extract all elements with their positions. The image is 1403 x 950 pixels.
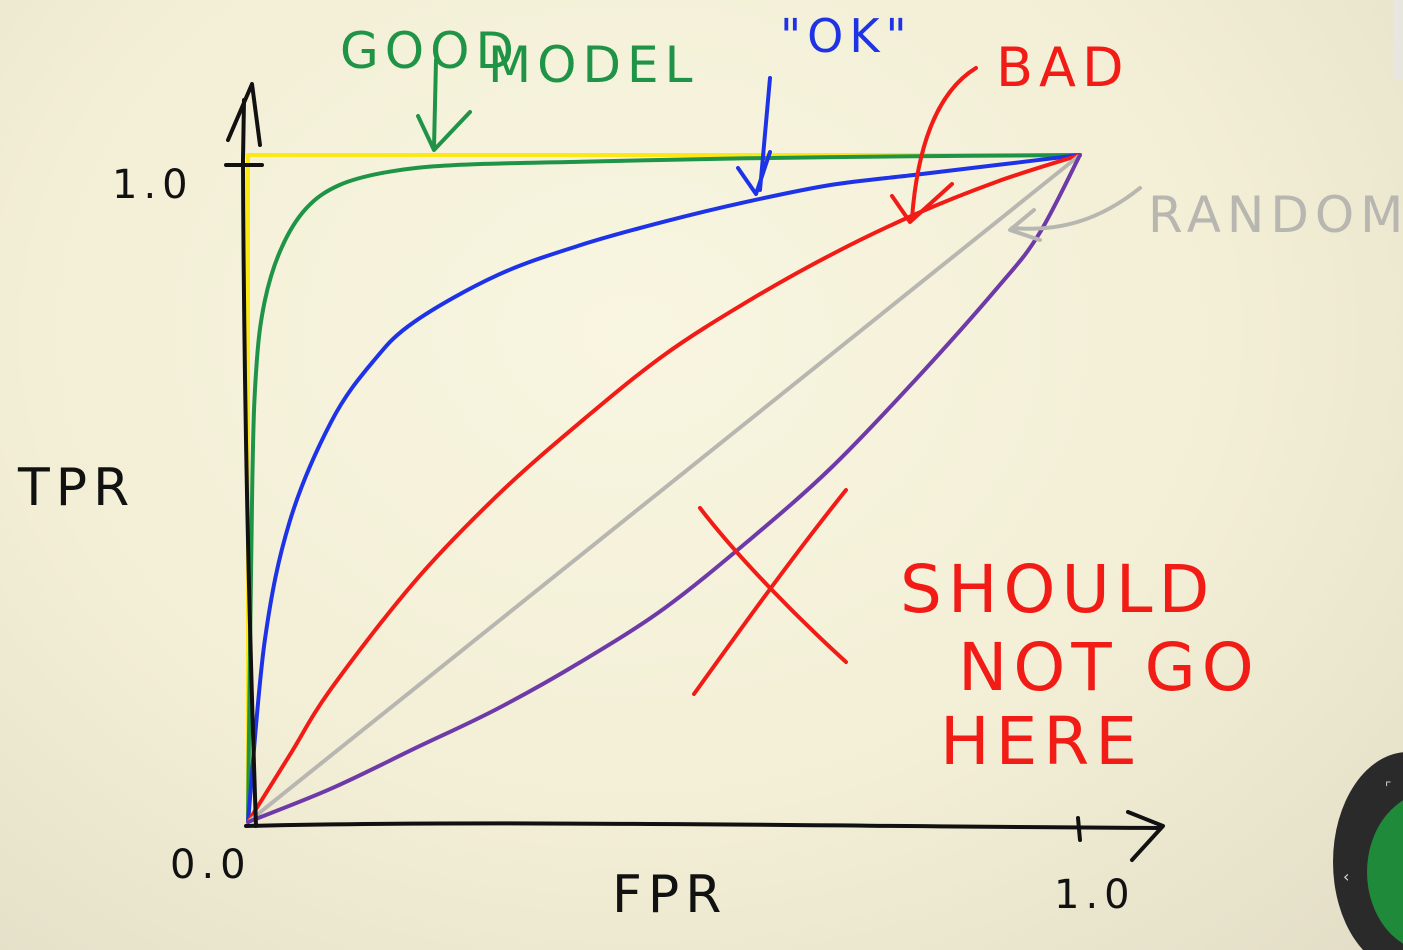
ok-label: "OK" [780, 9, 913, 63]
y-axis-label: TPR [17, 458, 135, 518]
corner-handle-icon[interactable]: ⌜ [1385, 780, 1392, 796]
roc-series-line-2 [246, 153, 1082, 824]
model-label: MODEL [488, 36, 698, 94]
bad-label: BAD [996, 36, 1130, 99]
x-axis-line [244, 821, 1160, 830]
good-label: GOOD [340, 22, 520, 80]
x-axis-arrowhead [1126, 810, 1165, 862]
random-arrow [1008, 186, 1142, 242]
random-label: RANDOM [1148, 186, 1403, 244]
roc-series-line-5 [246, 153, 1082, 824]
chevron-left-icon[interactable]: ‹ [1343, 867, 1350, 886]
here-label: HERE [940, 703, 1143, 780]
curves-layer [246, 153, 1082, 824]
x-max-tick-label: 1.0 [1054, 872, 1136, 918]
y-axis-arrowhead [226, 82, 262, 147]
x-axis-label: FPR [612, 865, 727, 925]
x-tick-mark [1076, 816, 1082, 842]
y-max-tick-label: 1.0 [112, 162, 194, 208]
bad-arrow [890, 66, 978, 224]
roc-series-line-1 [246, 153, 1082, 824]
origin-tick-label: 0.0 [170, 842, 252, 888]
scrollbar-edge[interactable] [1393, 0, 1403, 80]
ok-arrow [736, 76, 772, 196]
y-axis-line [241, 98, 258, 828]
good-arrow [416, 58, 472, 152]
forbidden-cross-mark [692, 488, 848, 696]
roc-series-line-4 [246, 153, 1082, 824]
not-go-label: NOT GO [958, 629, 1260, 706]
should-label: SHOULD [900, 551, 1215, 628]
color-wheel-swatches[interactable] [1367, 792, 1403, 950]
